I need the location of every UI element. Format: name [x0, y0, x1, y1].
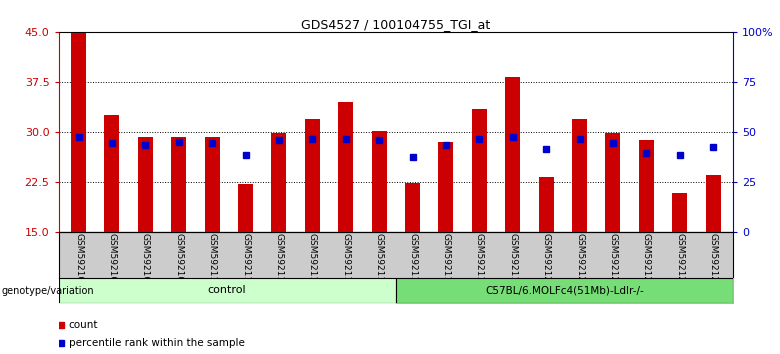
- Text: GSM592106: GSM592106: [74, 233, 83, 288]
- Bar: [204, 137, 220, 232]
- Bar: [305, 119, 320, 232]
- Text: GSM592124: GSM592124: [675, 233, 684, 288]
- Bar: [539, 177, 554, 232]
- Bar: [138, 137, 153, 232]
- Text: GSM592112: GSM592112: [275, 233, 283, 288]
- Text: C57BL/6.MOLFc4(51Mb)-Ldlr-/-: C57BL/6.MOLFc4(51Mb)-Ldlr-/-: [485, 285, 644, 295]
- Text: GSM592115: GSM592115: [374, 233, 384, 288]
- Text: GSM592119: GSM592119: [509, 233, 517, 288]
- Text: control: control: [207, 285, 246, 295]
- Text: GSM592122: GSM592122: [608, 233, 618, 288]
- Text: GSM592125: GSM592125: [709, 233, 718, 288]
- Bar: [505, 77, 520, 232]
- Text: GSM592113: GSM592113: [308, 233, 317, 288]
- Text: percentile rank within the sample: percentile rank within the sample: [69, 338, 245, 348]
- Bar: [371, 131, 387, 232]
- Bar: [172, 137, 186, 232]
- Bar: [639, 140, 654, 232]
- Text: genotype/variation: genotype/variation: [2, 286, 94, 296]
- Bar: [438, 142, 453, 232]
- Text: GSM592123: GSM592123: [642, 233, 651, 288]
- Text: GSM592120: GSM592120: [541, 233, 551, 288]
- Title: GDS4527 / 100104755_TGI_at: GDS4527 / 100104755_TGI_at: [301, 18, 491, 31]
- Bar: [339, 102, 353, 232]
- Text: GSM592108: GSM592108: [141, 233, 150, 288]
- Text: GSM592121: GSM592121: [575, 233, 584, 288]
- Bar: [405, 183, 420, 232]
- Bar: [672, 193, 687, 232]
- Bar: [238, 184, 253, 232]
- Bar: [271, 133, 286, 232]
- Bar: [105, 115, 119, 232]
- Text: GSM592118: GSM592118: [475, 233, 484, 288]
- Text: GSM592109: GSM592109: [174, 233, 183, 288]
- Text: GSM592111: GSM592111: [241, 233, 250, 288]
- Text: count: count: [69, 320, 98, 330]
- Bar: [572, 119, 587, 232]
- Text: GSM592107: GSM592107: [108, 233, 116, 288]
- Bar: [706, 175, 721, 232]
- Bar: [605, 133, 620, 232]
- Text: GSM592114: GSM592114: [341, 233, 350, 288]
- Text: GSM592116: GSM592116: [408, 233, 417, 288]
- Bar: [71, 33, 86, 232]
- Bar: [472, 109, 487, 232]
- Text: GSM592110: GSM592110: [207, 233, 217, 288]
- Text: GSM592117: GSM592117: [441, 233, 451, 288]
